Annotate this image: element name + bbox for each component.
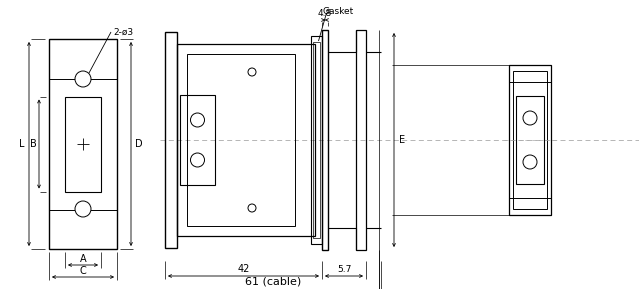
Bar xyxy=(313,42,320,238)
Text: 4.8: 4.8 xyxy=(318,10,332,18)
Bar xyxy=(356,30,366,250)
Text: C: C xyxy=(80,266,86,276)
Bar xyxy=(49,39,117,249)
Circle shape xyxy=(248,204,256,212)
Text: 2-ø3: 2-ø3 xyxy=(113,27,133,36)
Text: 42: 42 xyxy=(237,264,250,274)
Bar xyxy=(165,32,177,248)
Bar xyxy=(516,96,544,184)
Bar xyxy=(513,71,547,209)
Text: B: B xyxy=(29,139,36,149)
Bar xyxy=(509,65,551,215)
Text: L: L xyxy=(19,139,25,149)
Bar xyxy=(322,30,328,250)
Text: Gasket: Gasket xyxy=(323,6,354,16)
Bar xyxy=(65,97,101,192)
Bar xyxy=(177,44,315,236)
Circle shape xyxy=(248,68,256,76)
Circle shape xyxy=(75,71,91,87)
Text: 61 (cable): 61 (cable) xyxy=(245,277,301,287)
Circle shape xyxy=(523,111,537,125)
Bar xyxy=(311,36,322,244)
Circle shape xyxy=(523,155,537,169)
Text: 5.7: 5.7 xyxy=(337,264,351,273)
Text: E: E xyxy=(399,135,405,145)
Circle shape xyxy=(190,153,204,167)
Bar xyxy=(187,54,295,226)
Circle shape xyxy=(75,201,91,217)
Circle shape xyxy=(190,113,204,127)
Text: D: D xyxy=(135,139,142,149)
Bar xyxy=(180,95,215,185)
Text: A: A xyxy=(80,254,86,264)
